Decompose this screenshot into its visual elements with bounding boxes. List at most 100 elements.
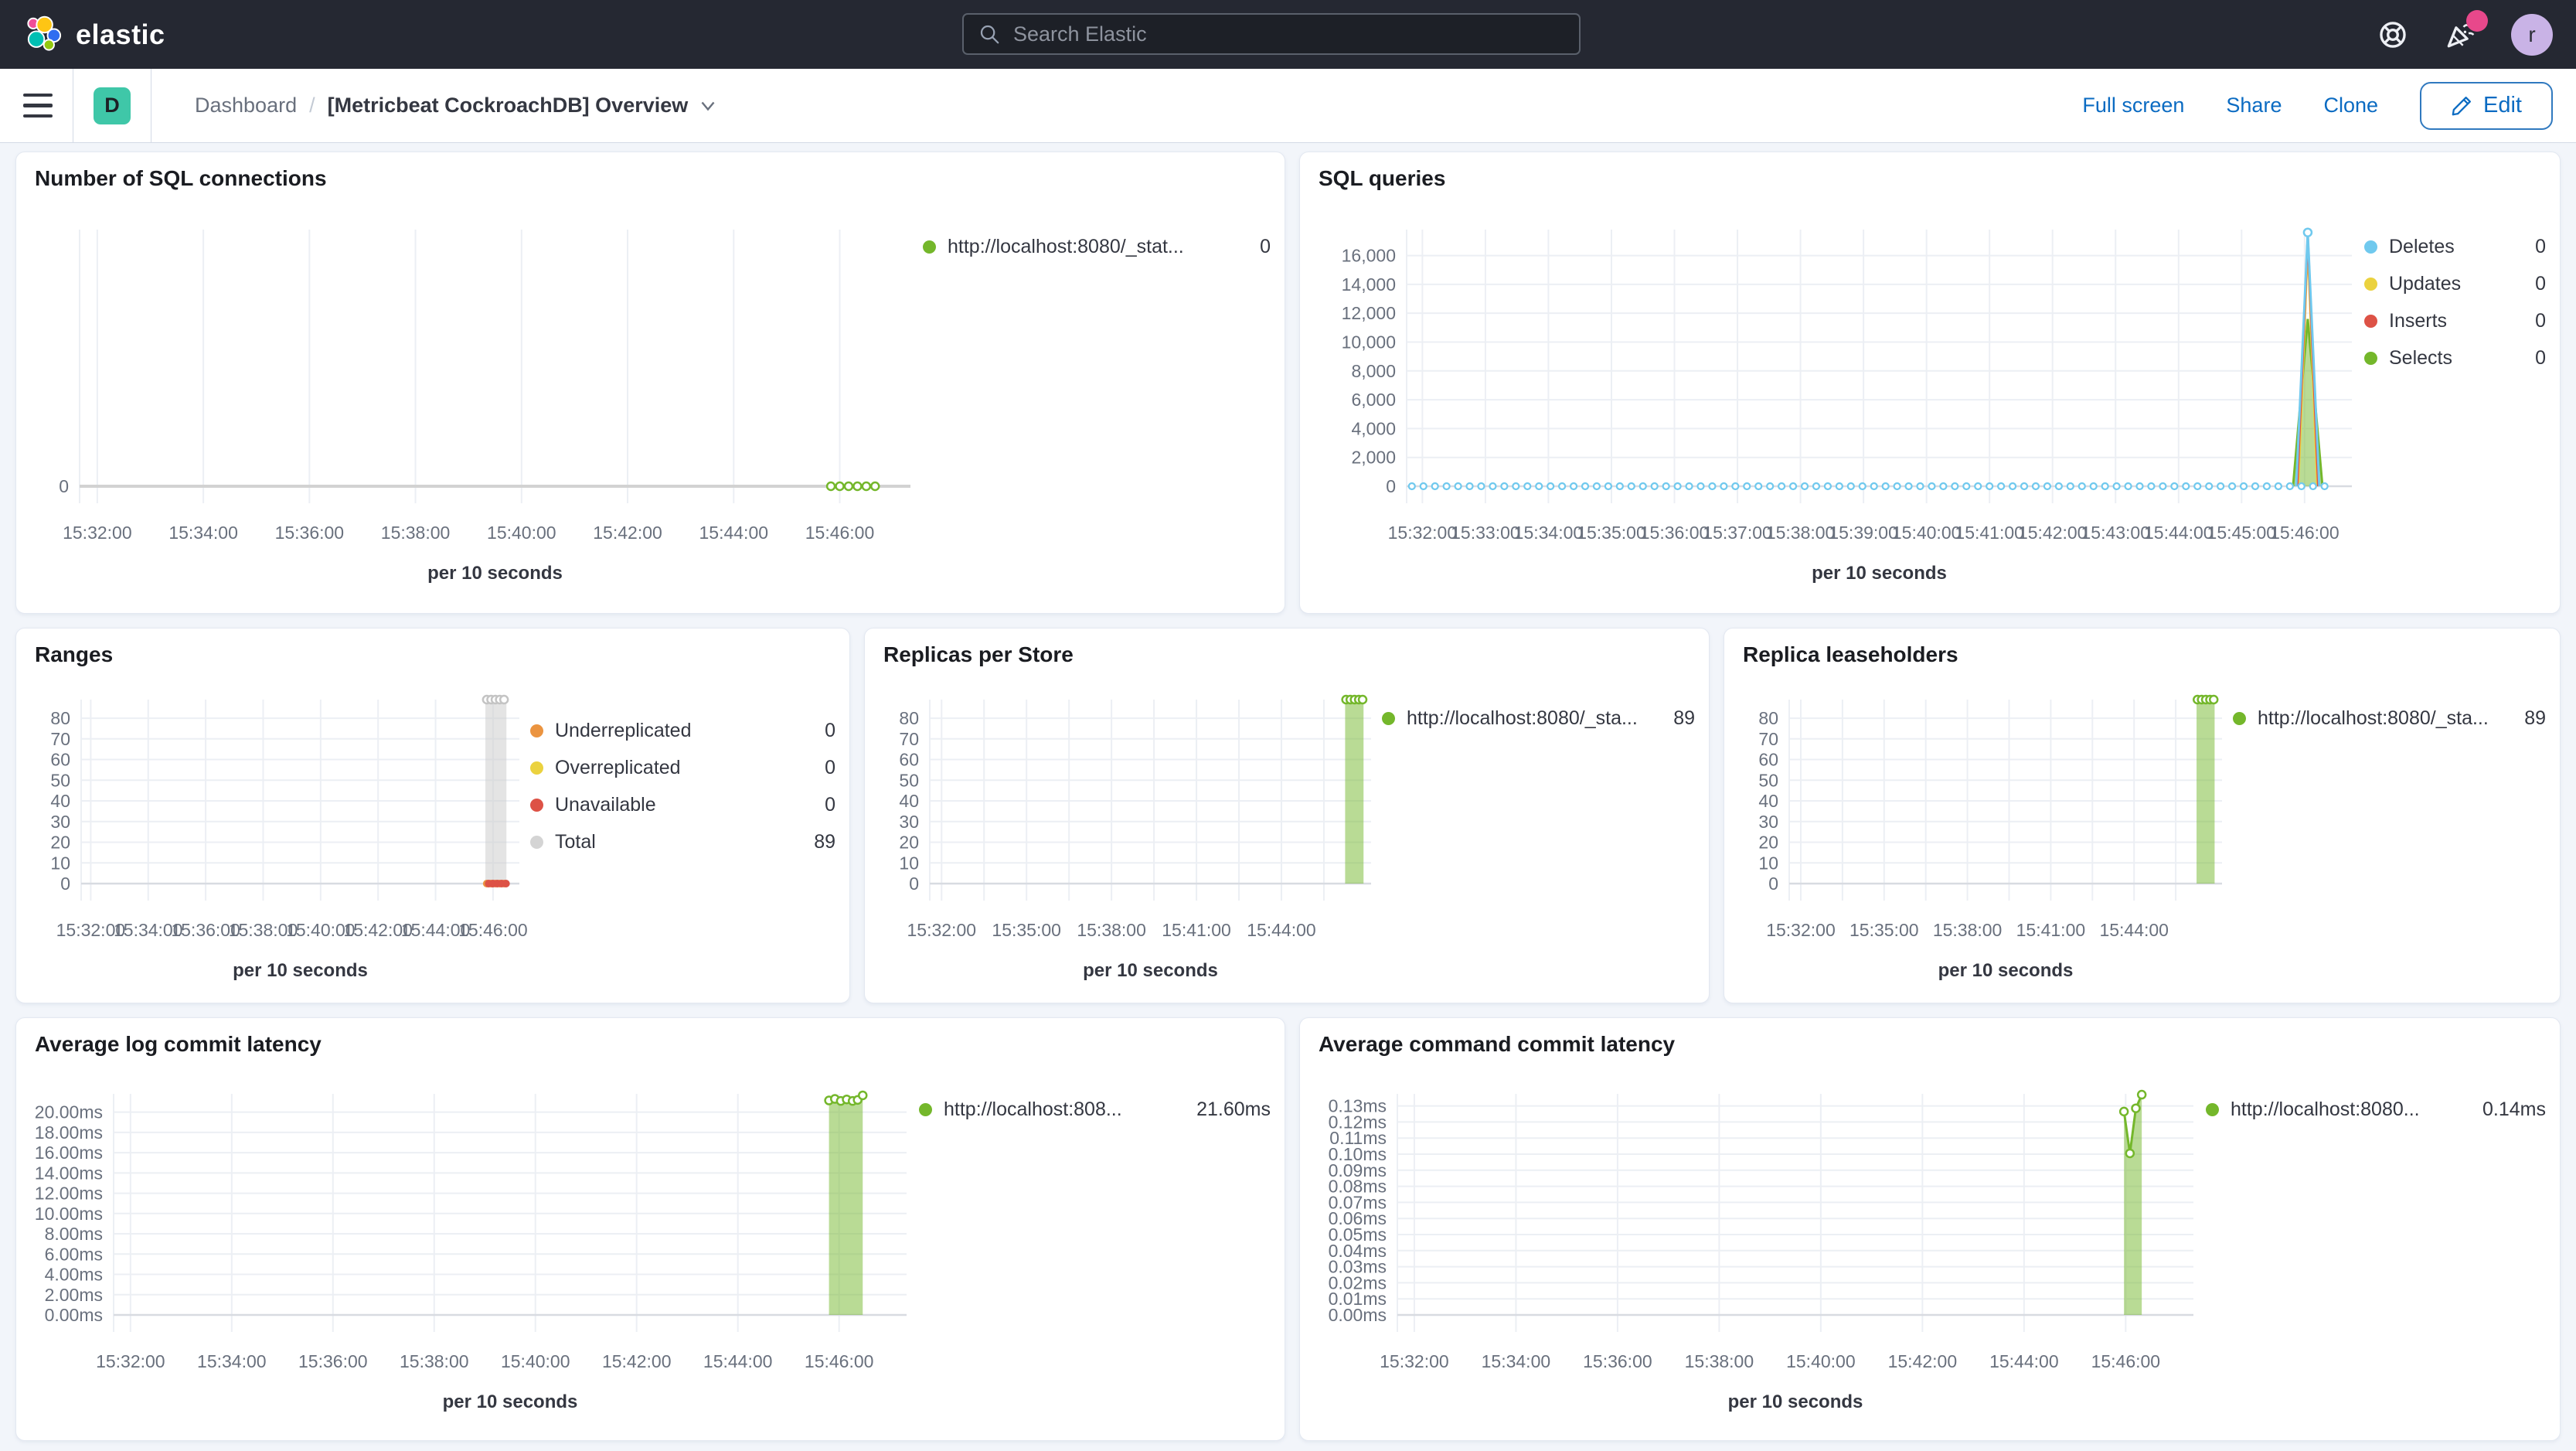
legend-label: Deletes: [2389, 236, 2455, 257]
replica-leaseholders-chart[interactable]: 0 10 20 30 40 50 60 70 80 15:32:00 15:35:00 15:38:0…: [1732, 670, 2233, 992]
legend-item[interactable]: http://localhost:8080/_stat... 0: [923, 236, 1271, 258]
chart-legend: http://localhost:8080/_stat... 0: [923, 194, 1271, 602]
replicas-per-store-chart[interactable]: 0 10 20 30 40 50 60 70 80 15:32:00 15:35:00 15:38:0…: [873, 670, 1382, 992]
svg-text:per 10 seconds: per 10 seconds: [427, 563, 563, 584]
svg-text:0: 0: [60, 874, 70, 894]
full-screen-button[interactable]: Full screen: [2082, 94, 2185, 117]
svg-text:60: 60: [899, 750, 919, 770]
svg-text:15:35:00: 15:35:00: [992, 920, 1061, 940]
share-button[interactable]: Share: [2226, 94, 2282, 117]
legend-item[interactable]: Deletes 0: [2364, 236, 2546, 258]
svg-text:15:42:00: 15:42:00: [343, 920, 413, 940]
legend-dot: [2364, 278, 2377, 291]
svg-text:10: 10: [50, 853, 70, 873]
chart-legend: http://localhost:8080/_sta... 89: [1382, 670, 1695, 992]
legend-label: Selects: [2389, 347, 2452, 369]
toolbar-actions: Full screen Share Clone Edit: [2082, 81, 2553, 130]
svg-text:15:41:00: 15:41:00: [1162, 920, 1231, 940]
legend-value: 0: [825, 794, 835, 816]
svg-text:15:32:00: 15:32:00: [63, 523, 132, 543]
help-button[interactable]: [2377, 19, 2409, 51]
ranges-chart[interactable]: 0 10 20 30 40 50 60 70 80 15:32:00 15:34:00 15:36:0…: [24, 670, 530, 992]
menu-button[interactable]: [23, 93, 53, 118]
chart-legend: http://localhost:8080... 0.14ms: [2206, 1060, 2546, 1429]
legend-dot: [923, 240, 936, 254]
avg-command-commit-latency-chart[interactable]: 0.00ms 0.01ms 0.02ms 0.03ms 0.04ms 0.05ms 0.06…: [1308, 1060, 2206, 1429]
legend-item[interactable]: Updates 0: [2364, 273, 2546, 295]
svg-text:15:36:00: 15:36:00: [1583, 1351, 1652, 1371]
svg-text:0.06ms: 0.06ms: [1329, 1208, 1387, 1228]
sql-connections-chart[interactable]: 0 15:32:00 15:34:00 15:36:00 15:38:00 15:40:0…: [24, 194, 923, 602]
svg-text:70: 70: [1758, 729, 1778, 749]
legend-label: http://localhost:8080...: [2231, 1098, 2420, 1120]
svg-text:60: 60: [1758, 750, 1778, 770]
page-title[interactable]: [Metricbeat CockroachDB] Overview: [327, 94, 689, 117]
svg-text:15:46:00: 15:46:00: [2091, 1351, 2161, 1371]
svg-text:15:44:00: 15:44:00: [401, 920, 471, 940]
sql-queries-chart[interactable]: 0 2,000 4,000 6,000 8,000 10,000 12,000 14,000 1…: [1308, 194, 2364, 602]
svg-text:15:41:00: 15:41:00: [2016, 920, 2086, 940]
svg-text:15:46:00: 15:46:00: [805, 1351, 874, 1371]
svg-text:0.00ms: 0.00ms: [1329, 1305, 1387, 1325]
legend-dot: [530, 799, 543, 812]
user-avatar[interactable]: r: [2511, 13, 2553, 56]
svg-text:15:40:00: 15:40:00: [501, 1351, 570, 1371]
svg-text:15:43:00: 15:43:00: [2081, 523, 2150, 543]
svg-text:80: 80: [1758, 708, 1778, 728]
global-search[interactable]: [962, 13, 1581, 55]
space-badge[interactable]: D: [94, 87, 131, 124]
sql-queries-svg: 0 2,000 4,000 6,000 8,000 10,000 12,000 14,000 1…: [1342, 227, 2352, 584]
clone-button[interactable]: Clone: [2323, 94, 2379, 117]
chevron-down-icon[interactable]: [699, 97, 717, 115]
sql-connections-svg: 0 15:32:00 15:34:00 15:36:00 15:38:00 15:40:0…: [59, 230, 910, 584]
legend-item[interactable]: Inserts 0: [2364, 310, 2546, 332]
svg-text:15:42:00: 15:42:00: [2018, 523, 2088, 543]
edit-button[interactable]: Edit: [2420, 81, 2553, 130]
legend-dot: [2206, 1103, 2219, 1116]
chart-legend: Underreplicated 0 Overreplicated 0 Unavailab…: [530, 670, 835, 992]
svg-text:15:38:00: 15:38:00: [1933, 920, 2003, 940]
legend-dot: [1382, 712, 1395, 725]
legend-item[interactable]: Selects 0: [2364, 347, 2546, 370]
svg-text:15:34:00: 15:34:00: [168, 523, 238, 543]
legend-value: 0: [2535, 236, 2546, 257]
legend-item[interactable]: Overreplicated 0: [530, 757, 835, 779]
newsfeed-button[interactable]: [2443, 9, 2488, 52]
svg-text:15:32:00: 15:32:00: [96, 1351, 165, 1371]
panel-title: Average log commit latency: [35, 1032, 322, 1056]
svg-text:10.00ms: 10.00ms: [35, 1204, 103, 1224]
elastic-logo[interactable]: elastic: [23, 15, 165, 55]
svg-text:15:32:00: 15:32:00: [907, 920, 977, 940]
legend-item[interactable]: http://localhost:8080/_sta... 89: [2233, 707, 2546, 730]
legend-item[interactable]: http://localhost:8080... 0.14ms: [2206, 1098, 2546, 1121]
legend-label: Underreplicated: [555, 720, 692, 741]
svg-text:10: 10: [899, 853, 919, 873]
svg-text:15:36:00: 15:36:00: [275, 523, 345, 543]
legend-item[interactable]: Total 89: [530, 831, 835, 853]
breadcrumb-dashboard[interactable]: Dashboard: [195, 94, 298, 117]
svg-text:per 10 seconds: per 10 seconds: [1938, 960, 2074, 981]
panel-title: Average command commit latency: [1319, 1032, 1676, 1056]
svg-text:14,000: 14,000: [1342, 274, 1396, 295]
svg-text:15:38:00: 15:38:00: [1766, 523, 1836, 543]
legend-item[interactable]: http://localhost:8080/_sta... 89: [1382, 707, 1695, 730]
search-input[interactable]: [1012, 21, 1565, 47]
chart-legend: Deletes 0 Updates 0 Inserts 0 Selects 0: [2364, 194, 2546, 602]
svg-text:per 10 seconds: per 10 seconds: [443, 1391, 578, 1412]
search-icon: [980, 25, 999, 44]
legend-item[interactable]: http://localhost:808... 21.60ms: [919, 1098, 1271, 1121]
legend-dot: [530, 724, 543, 737]
legend-item[interactable]: Unavailable 0: [530, 794, 835, 816]
legend-value: 21.60ms: [1196, 1098, 1271, 1120]
svg-text:15:42:00: 15:42:00: [1888, 1351, 1958, 1371]
legend-dot: [530, 836, 543, 849]
legend-value: 0: [2535, 310, 2546, 332]
svg-text:15:42:00: 15:42:00: [602, 1351, 672, 1371]
legend-item[interactable]: Underreplicated 0: [530, 720, 835, 742]
svg-text:80: 80: [899, 708, 919, 728]
svg-text:15:34:00: 15:34:00: [1482, 1351, 1551, 1371]
svg-text:0.10ms: 0.10ms: [1329, 1144, 1387, 1164]
legend-label: Unavailable: [555, 794, 656, 816]
avg-log-commit-latency-chart[interactable]: 0.00ms 2.00ms 4.00ms 6.00ms 8.00ms 10.00ms 12.…: [24, 1060, 919, 1429]
